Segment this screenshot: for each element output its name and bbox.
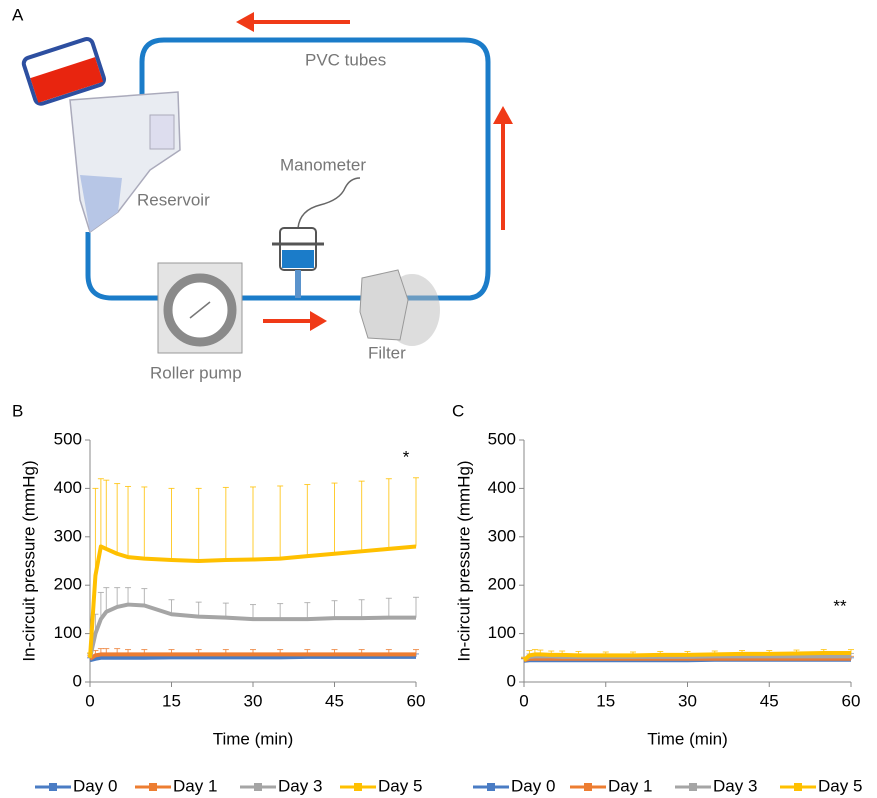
wire <box>298 178 360 228</box>
arrow-head <box>236 12 254 32</box>
x-axis-title: Time (min) <box>213 729 294 748</box>
y-tick-label: 500 <box>488 429 516 448</box>
y-tick-label: 100 <box>488 623 516 642</box>
diagram: A Reservoir Roller pump Manometer Filter… <box>12 5 513 382</box>
legend-label: Day 3 <box>278 776 322 795</box>
x-tick-label: 15 <box>162 691 181 710</box>
figure: A Reservoir Roller pump Manometer Filter… <box>0 0 877 798</box>
legend-label: Day 5 <box>378 776 422 795</box>
reservoir-fluid <box>80 175 122 232</box>
legend-marker <box>354 783 362 791</box>
x-tick-label: 45 <box>325 691 344 710</box>
y-tick-label: 200 <box>54 575 82 594</box>
legend-marker <box>49 783 57 791</box>
y-axis-title: In-circuit pressure (mmHg) <box>454 460 473 661</box>
y-tick-label: 300 <box>54 526 82 545</box>
legend-marker <box>584 783 592 791</box>
y-tick-label: 400 <box>54 478 82 497</box>
legend-label: Day 1 <box>173 776 217 795</box>
legend-label: Day 5 <box>818 776 862 795</box>
annotation: ** <box>833 596 847 615</box>
series-line <box>524 659 851 660</box>
y-tick-label: 0 <box>507 671 516 690</box>
series-line <box>90 657 416 660</box>
filter <box>360 270 408 340</box>
roller-pump-label: Roller pump <box>150 363 242 382</box>
manometer-fluid <box>282 250 314 268</box>
legend-marker <box>149 783 157 791</box>
arrow-head <box>493 106 513 124</box>
legend-label: Day 3 <box>713 776 757 795</box>
legend-label: Day 0 <box>511 776 555 795</box>
panel-label: C <box>452 401 464 420</box>
annotation: * <box>403 447 410 466</box>
x-tick-label: 0 <box>519 691 528 710</box>
filter-label: Filter <box>368 343 406 362</box>
legend-marker <box>254 783 262 791</box>
legend-label: Day 1 <box>608 776 652 795</box>
reservoir-handle <box>150 115 174 149</box>
pitcher <box>22 37 105 105</box>
y-tick-label: 400 <box>488 478 516 497</box>
series-line <box>90 546 416 657</box>
y-tick-label: 0 <box>73 671 82 690</box>
y-axis-title: In-circuit pressure (mmHg) <box>19 460 38 661</box>
legend-marker <box>487 783 495 791</box>
legend-marker <box>689 783 697 791</box>
x-tick-label: 0 <box>85 691 94 710</box>
y-tick-label: 500 <box>54 429 82 448</box>
y-tick-label: 300 <box>488 526 516 545</box>
x-tick-label: 45 <box>760 691 779 710</box>
reservoir-label: Reservoir <box>137 190 210 209</box>
y-tick-label: 100 <box>54 623 82 642</box>
y-tick-label: 200 <box>488 575 516 594</box>
tube-label: PVC tubes <box>305 50 386 69</box>
x-tick-label: 15 <box>596 691 615 710</box>
manometer-label: Manometer <box>280 155 366 174</box>
x-tick-label: 60 <box>407 691 426 710</box>
x-axis-title: Time (min) <box>647 729 728 748</box>
panel-label: A <box>12 5 24 24</box>
x-tick-label: 60 <box>842 691 861 710</box>
x-tick-label: 30 <box>244 691 263 710</box>
legend-marker <box>794 783 802 791</box>
panel-label: B <box>12 401 23 420</box>
legend-label: Day 0 <box>73 776 117 795</box>
arrow-head <box>310 311 327 331</box>
x-tick-label: 30 <box>678 691 697 710</box>
